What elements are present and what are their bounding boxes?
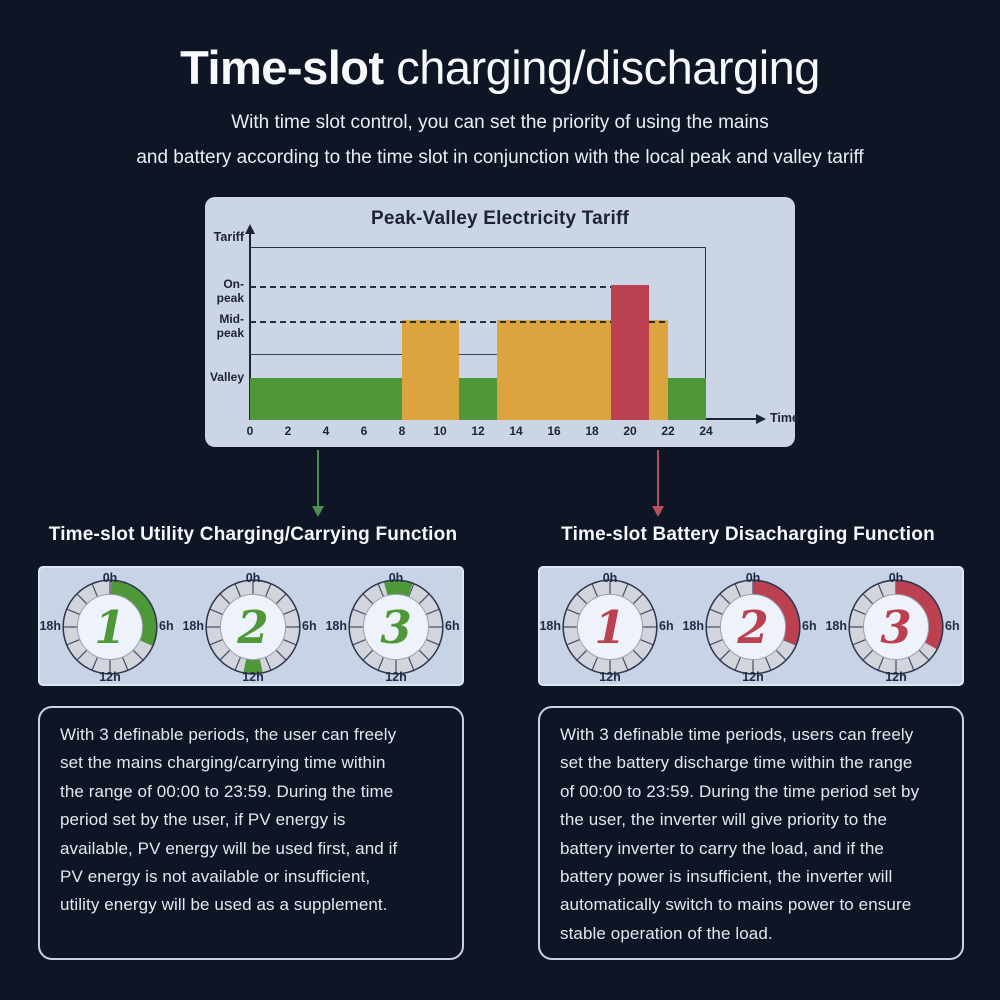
clock-label-18h: 18h: [539, 619, 561, 633]
clock-label-0h: 0h: [602, 571, 618, 585]
clock-label-12h: 12h: [599, 670, 621, 684]
clock-label-6h: 6h: [802, 619, 817, 633]
clock-number: 1: [594, 600, 626, 654]
tariff-bar-valley-0h-8h: [250, 378, 402, 420]
red-arrow-shaft: [657, 450, 659, 507]
clock-label-18h: 18h: [825, 619, 847, 633]
time-period-clock-1: 1 0h 12h 18h 6h: [535, 570, 685, 684]
green-down-arrow-icon: [312, 450, 324, 518]
x-tick-label-8: 8: [398, 424, 406, 438]
tariff-level-guide-line: [649, 321, 668, 323]
x-tick-label-2: 2: [284, 424, 292, 438]
clock-dial-3: [348, 579, 444, 675]
clock-number: 3: [880, 600, 912, 654]
clock-label-6h: 6h: [659, 619, 674, 633]
page-title-rest: charging/discharging: [383, 41, 820, 94]
clock-label-6h: 6h: [302, 619, 317, 633]
clock-label-12h: 12h: [99, 670, 121, 684]
utility-charging-description: With 3 definable periods, the user can f…: [60, 725, 398, 915]
tariff-level-guide-line: [250, 321, 611, 323]
clock-label-0h: 0h: [245, 571, 261, 585]
x-tick-label-22: 22: [661, 424, 675, 438]
clock-period-arc: [895, 580, 943, 650]
x-tick-label-20: 20: [623, 424, 637, 438]
page-title-bold: Time-slot: [180, 41, 384, 94]
y-axis-line: [249, 233, 251, 420]
clock-number: 3: [380, 600, 412, 654]
tariff-bar-valley-11h-13h: [459, 378, 497, 420]
clock-label-6h: 6h: [445, 619, 460, 633]
clock-label-0h: 0h: [388, 571, 404, 585]
green-arrow-shaft: [317, 450, 319, 507]
battery-discharging-description: With 3 definable time periods, users can…: [560, 725, 920, 943]
x-axis-arrow-icon: [756, 414, 766, 424]
utility-charging-clock-panel: 1 0h 12h 18h 6h 2 0h 12h 18h 6h 3 0h 12h 18h 6h: [38, 566, 464, 686]
red-down-arrow-icon: [652, 450, 664, 518]
y-level-label-mid-peak: Mid-peak: [216, 312, 244, 340]
tariff-bar-mid-peak-8h-11h: [402, 320, 459, 420]
time-period-clock-1: 1 0h 12h 18h 6h: [35, 570, 185, 684]
clock-label-12h: 12h: [385, 670, 407, 684]
time-period-clock-3: 3 0h 12h 18h 6h: [321, 570, 471, 684]
x-tick-label-18: 18: [585, 424, 599, 438]
clock-period-arc: [243, 658, 263, 674]
clock-label-12h: 12h: [242, 670, 264, 684]
y-level-label-valley: Valley: [209, 370, 244, 384]
utility-charging-description-box: With 3 definable periods, the user can f…: [38, 706, 464, 960]
x-tick-label-0: 0: [246, 424, 254, 438]
clock-period-arc: [383, 580, 413, 597]
x-tick-label-14: 14: [509, 424, 523, 438]
tariff-plot-area: [250, 247, 706, 420]
tariff-bar-mid-peak-21h-22h: [649, 320, 668, 420]
clock-number: 2: [737, 600, 769, 654]
clock-period-arc: [752, 580, 800, 645]
y-axis-title: Tariff: [213, 230, 244, 244]
x-tick-label-4: 4: [322, 424, 330, 438]
clock-dial-1: [562, 579, 658, 675]
y-axis-arrow-icon: [245, 224, 255, 234]
clock-label-6h: 6h: [945, 619, 960, 633]
time-period-clock-2: 2 0h 12h 18h 6h: [178, 570, 328, 684]
clock-label-0h: 0h: [102, 571, 118, 585]
time-period-clock-2: 2 0h 12h 18h 6h: [678, 570, 828, 684]
clock-label-12h: 12h: [742, 670, 764, 684]
x-tick-label-24: 24: [699, 424, 713, 438]
battery-discharging-clock-panel: 1 0h 12h 18h 6h 2 0h 12h 18h 6h 3 0h 12h 18h 6h: [538, 566, 964, 686]
time-period-clock-3: 3 0h 12h 18h 6h: [821, 570, 971, 684]
green-arrow-head: [312, 506, 324, 517]
clock-label-0h: 0h: [888, 571, 904, 585]
page-subtitle: With time slot control, you can set the …: [136, 112, 864, 168]
page-title: Time-slot charging/discharging: [0, 40, 1000, 95]
clock-label-18h: 18h: [325, 619, 347, 633]
clock-label-0h: 0h: [745, 571, 761, 585]
tariff-bar-mid-peak-13h-19h: [497, 320, 611, 420]
clock-dial-2: [705, 579, 801, 675]
clock-dial-2: [205, 579, 301, 675]
tariff-chart-panel: Peak-Valley Electricity Tariff Tariff Ti…: [205, 197, 799, 447]
clock-label-12h: 12h: [885, 670, 907, 684]
clock-label-18h: 18h: [39, 619, 61, 633]
x-axis-title: Time: [770, 411, 799, 425]
clock-number: 2: [237, 600, 269, 654]
battery-discharging-description-box: With 3 definable time periods, users can…: [538, 706, 964, 960]
x-tick-label-6: 6: [360, 424, 368, 438]
tariff-bar-on-peak-19h-21h: [611, 285, 649, 420]
right-section-header: Time-slot Battery Disacharging Function: [561, 524, 935, 545]
chart-title: Peak-Valley Electricity Tariff: [370, 208, 630, 229]
red-arrow-head: [652, 506, 664, 517]
left-section-header: Time-slot Utility Charging/Carrying Func…: [48, 524, 458, 545]
clock-label-6h: 6h: [159, 619, 174, 633]
clock-dial-3: [848, 579, 944, 675]
clock-number: 1: [94, 600, 126, 654]
x-tick-label-16: 16: [547, 424, 561, 438]
clock-dial-1: [62, 579, 158, 675]
clock-label-18h: 18h: [682, 619, 704, 633]
x-tick-label-12: 12: [471, 424, 485, 438]
tariff-level-guide-line: [250, 286, 611, 288]
tariff-bar-valley-22h-24h: [668, 378, 706, 420]
clock-period-arc: [110, 580, 157, 647]
clock-label-18h: 18h: [182, 619, 204, 633]
x-tick-label-10: 10: [433, 424, 447, 438]
y-level-label-on-peak: On-peak: [216, 277, 244, 305]
